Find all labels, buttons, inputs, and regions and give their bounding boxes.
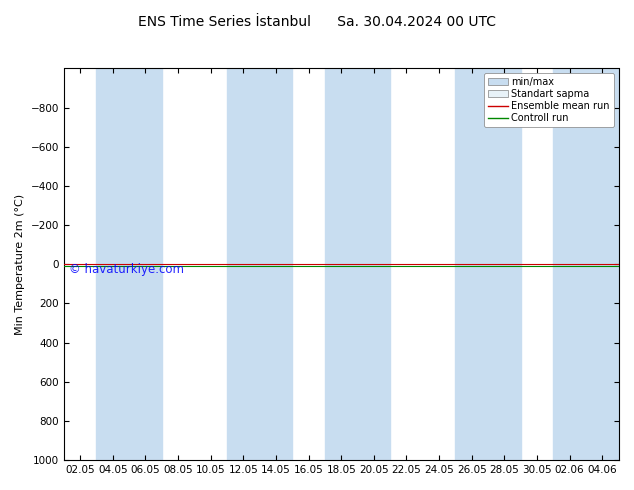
Bar: [325, 69, 390, 460]
Text: ENS Time Series İstanbul      Sa. 30.04.2024 00 UTC: ENS Time Series İstanbul Sa. 30.04.2024 …: [138, 15, 496, 29]
Bar: [553, 69, 619, 460]
Legend: min/max, Standart sapma, Ensemble mean run, Controll run: min/max, Standart sapma, Ensemble mean r…: [484, 74, 614, 127]
Bar: [227, 69, 292, 460]
Bar: [96, 69, 162, 460]
Y-axis label: Min Temperature 2m (°C): Min Temperature 2m (°C): [15, 194, 25, 335]
Bar: [455, 69, 521, 460]
Text: © havaturkiye.com: © havaturkiye.com: [69, 263, 184, 276]
